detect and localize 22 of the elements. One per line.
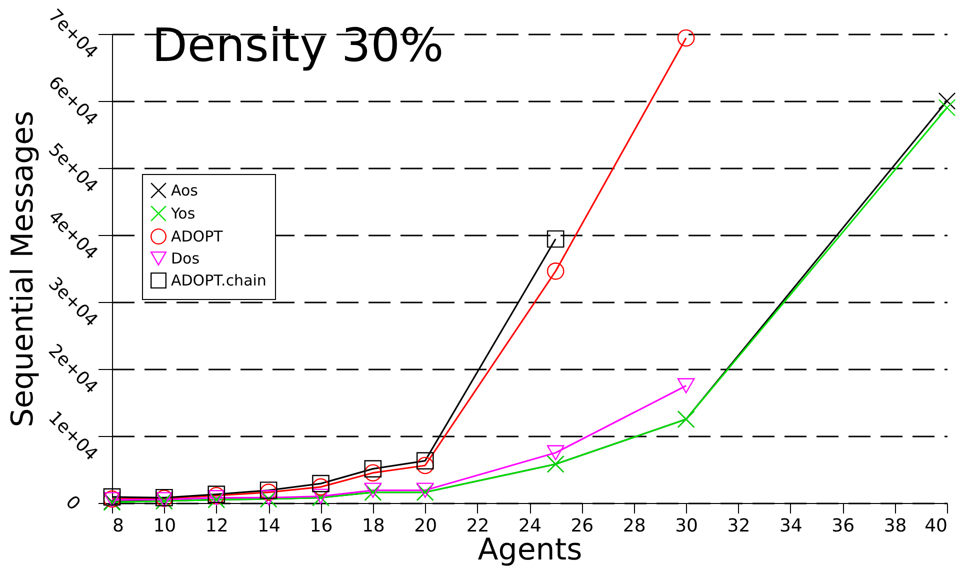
legend-label: Yos (170, 204, 196, 222)
x-tick-label: 30 (675, 516, 698, 536)
y-tick-label: 0 (61, 492, 84, 515)
legend-label: Aos (171, 182, 198, 200)
chart-title: Density 30% (152, 18, 444, 72)
legend-label: ADOPT (171, 228, 224, 246)
x-tick-label: 32 (727, 516, 750, 536)
legend-label: ADOPT.chain (171, 272, 266, 290)
x-tick-label: 12 (205, 516, 228, 536)
y-axis-title: Sequential Messages (6, 110, 41, 428)
x-tick-label: 14 (258, 516, 281, 536)
x-tick-label: 40 (924, 516, 948, 536)
x-tick-label: 34 (779, 516, 802, 536)
x-tick-label: 10 (153, 516, 176, 536)
x-tick-label: 20 (414, 516, 438, 536)
x-tick-label: 36 (832, 516, 855, 536)
x-tick-label: 38 (884, 516, 907, 536)
x-tick-label: 16 (310, 516, 333, 536)
x-tick-label: 28 (622, 516, 646, 536)
legend-label: Dos (171, 250, 200, 268)
x-tick-label: 18 (362, 516, 385, 536)
x-tick-label: 8 (112, 516, 124, 536)
